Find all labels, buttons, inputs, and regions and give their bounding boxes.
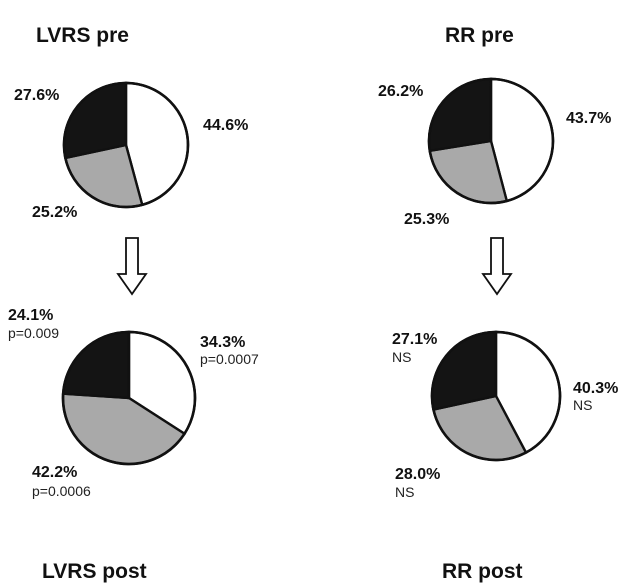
slice-label: 40.3% bbox=[573, 380, 618, 397]
slice-label: 34.3% bbox=[200, 334, 245, 351]
pie-outline bbox=[61, 330, 197, 466]
slice-label: 25.3% bbox=[404, 211, 449, 228]
pie-rr-post bbox=[430, 330, 562, 462]
slice-label: 28.0% bbox=[395, 466, 440, 483]
chart-title-lvrs-pre: LVRS pre bbox=[36, 24, 129, 47]
slice-label: 44.6% bbox=[203, 117, 248, 134]
pie-outline bbox=[430, 330, 562, 462]
slice-label: 24.1% bbox=[8, 307, 53, 324]
pie-outline bbox=[427, 77, 555, 205]
pie-slice-rr-pre-3 bbox=[427, 77, 493, 153]
slice-label: 27.6% bbox=[14, 87, 59, 104]
slice-label: 27.1% bbox=[392, 331, 437, 348]
slice-label: 43.7% bbox=[566, 110, 611, 127]
slice-label: 25.2% bbox=[32, 204, 77, 221]
p-value-note: p=0.0007 bbox=[200, 351, 259, 367]
chart-title-rr-post: RR post bbox=[442, 560, 523, 583]
down-arrow-icon bbox=[481, 237, 513, 296]
pie-rr-pre bbox=[427, 77, 555, 205]
slice-label: 42.2% bbox=[32, 464, 77, 481]
p-value-note: p=0.009 bbox=[8, 325, 59, 341]
pie-slice-rr-post-3 bbox=[430, 330, 498, 412]
pie-lvrs-post bbox=[61, 330, 197, 466]
down-arrow-icon bbox=[116, 237, 148, 296]
pie-outline bbox=[62, 81, 190, 209]
chart-title-rr-pre: RR pre bbox=[445, 24, 514, 47]
pie-lvrs-pre bbox=[62, 81, 190, 209]
chart-title-lvrs-post: LVRS post bbox=[42, 560, 147, 583]
significance-note: NS bbox=[573, 397, 592, 413]
slice-label: 26.2% bbox=[378, 83, 423, 100]
significance-note: NS bbox=[395, 484, 414, 500]
significance-note: NS bbox=[392, 349, 411, 365]
p-value-note: p=0.0006 bbox=[32, 483, 91, 499]
pie-slice-lvrs-pre-3 bbox=[62, 81, 128, 160]
